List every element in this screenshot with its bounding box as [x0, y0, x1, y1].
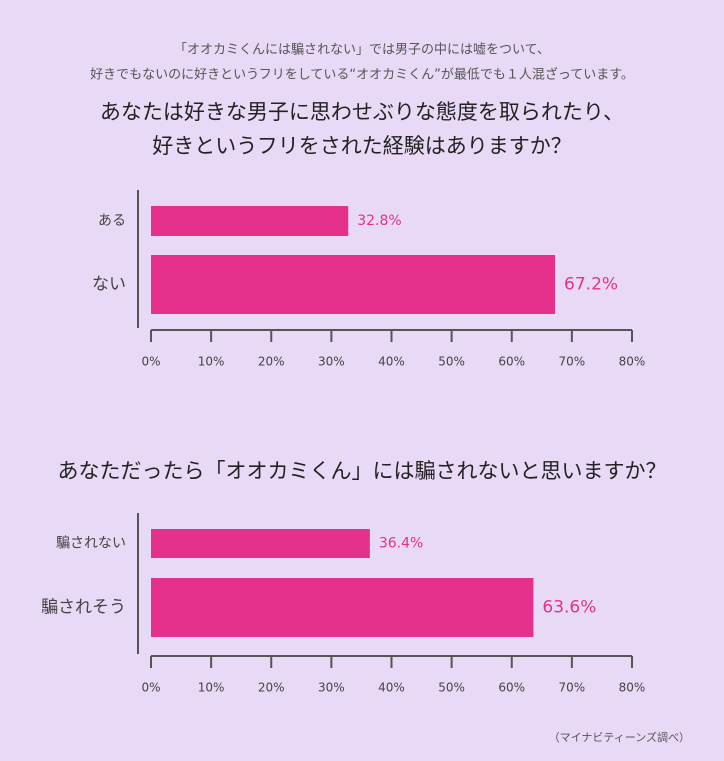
category-label: ない — [92, 275, 126, 295]
chart-title: 好きというフリをされた経験はありますか？ — [152, 134, 572, 158]
value-label: 36.4% — [379, 536, 423, 552]
value-label: 32.8% — [357, 213, 401, 229]
x-tick-label: 60% — [498, 355, 525, 369]
x-tick-label: 40% — [378, 355, 405, 369]
source-note: （マイナビティーンズ調べ） — [549, 730, 690, 744]
value-label: 67.2% — [564, 275, 618, 295]
x-tick-label: 30% — [318, 681, 345, 695]
bar — [151, 529, 370, 558]
x-tick-label: 0% — [141, 681, 160, 695]
x-tick-label: 10% — [198, 681, 225, 695]
x-tick-label: 70% — [559, 681, 586, 695]
chart-title: あなたは好きな男子に思わせぶりな態度を取られたり、 — [100, 100, 624, 124]
category-label: ある — [98, 213, 126, 229]
category-label: 騙されない — [56, 536, 126, 552]
bar — [151, 206, 349, 236]
x-tick-label: 40% — [378, 681, 405, 695]
x-tick-label: 20% — [258, 681, 285, 695]
x-tick-label: 50% — [438, 681, 465, 695]
category-label: 騙されそう — [41, 598, 126, 618]
x-tick-label: 30% — [318, 355, 345, 369]
header-line: 「オオカミくんには騙されない」では男子の中には嘘をついて、 — [174, 42, 550, 58]
x-tick-label: 60% — [498, 681, 525, 695]
x-tick-label: 80% — [619, 355, 646, 369]
x-tick-label: 20% — [258, 355, 285, 369]
x-tick-label: 80% — [619, 681, 646, 695]
x-tick-label: 10% — [198, 355, 225, 369]
bar — [151, 255, 556, 314]
value-label: 63.6% — [542, 598, 596, 618]
x-tick-label: 50% — [438, 355, 465, 369]
x-tick-label: 0% — [141, 355, 160, 369]
x-tick-label: 70% — [559, 355, 586, 369]
bar — [151, 578, 534, 637]
header-line: 好きでもないのに好きというフリをしている“オオカミくん”が最低でも１人混ざってい… — [90, 67, 634, 83]
chart-title: あなただったら「オオカミくん」には騙されないと思いますか？ — [58, 459, 667, 483]
